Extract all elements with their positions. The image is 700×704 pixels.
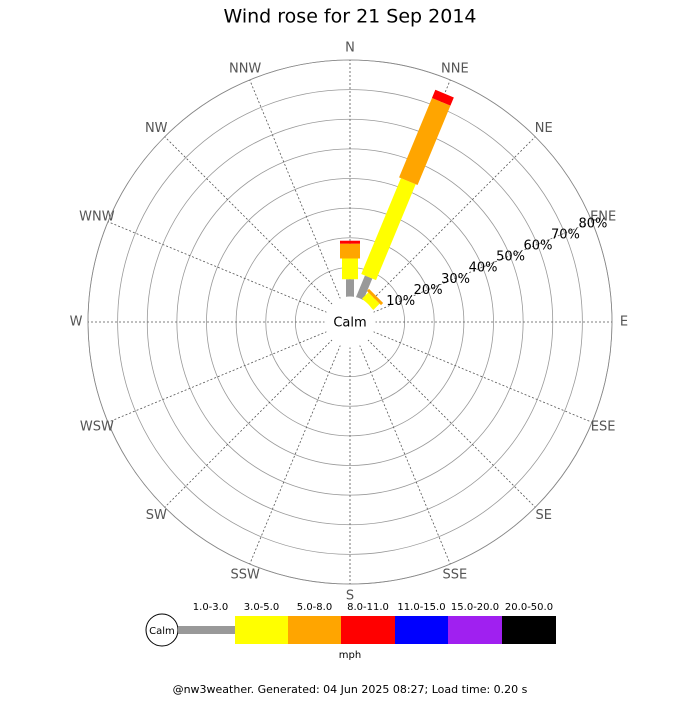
- legend-unit: mph: [339, 650, 361, 661]
- direction-label: SW: [146, 508, 167, 523]
- direction-label: ENE: [590, 210, 616, 225]
- calm-circle: [324, 296, 376, 348]
- legend-swatch: [502, 616, 556, 644]
- ring-label: 30%: [441, 272, 470, 287]
- direction-label: NNE: [441, 61, 469, 76]
- direction-label: NE: [535, 121, 553, 136]
- ring-label: 80%: [578, 216, 607, 231]
- bar-segment: [340, 240, 360, 244]
- bar-segment: [342, 258, 358, 280]
- bar-segment: [355, 275, 373, 301]
- direction-label: WSW: [80, 419, 114, 434]
- direction-label: NW: [145, 121, 168, 136]
- ring: [206, 178, 494, 466]
- direction-label: SSE: [442, 568, 467, 583]
- legend-label: 3.0-5.0: [244, 602, 279, 613]
- spoke: [164, 339, 333, 508]
- bar-segment: [340, 243, 360, 259]
- ring-label: 50%: [496, 250, 525, 265]
- ring-label: 40%: [469, 261, 498, 276]
- direction-label: SSW: [230, 568, 260, 583]
- legend-label: 15.0-20.0: [451, 602, 499, 613]
- spoke: [107, 221, 328, 313]
- calm-label: Calm: [333, 316, 366, 331]
- spoke: [249, 344, 341, 565]
- bar-segment: [431, 89, 454, 106]
- direction-label: ESE: [591, 419, 616, 434]
- spoke: [249, 79, 341, 300]
- legend-label: 5.0-8.0: [297, 602, 332, 613]
- legend-label: 8.0-11.0: [347, 602, 389, 613]
- ring-label: 10%: [386, 294, 415, 309]
- legend-swatch: [178, 626, 235, 634]
- direction-label: WNW: [79, 210, 115, 225]
- spoke: [367, 136, 536, 305]
- legend-label: 11.0-15.0: [397, 602, 445, 613]
- bar-segment: [362, 292, 380, 310]
- direction-label: W: [70, 315, 83, 330]
- ring: [265, 237, 435, 407]
- ring-label: 70%: [551, 227, 580, 242]
- direction-label: SE: [536, 508, 552, 523]
- bar-segment: [346, 279, 354, 297]
- legend-swatch: [341, 616, 395, 644]
- bar-segment: [361, 178, 416, 281]
- legend-label: 20.0-50.0: [505, 602, 553, 613]
- spoke: [372, 331, 593, 423]
- ring-label: 20%: [414, 283, 443, 298]
- legend-label: 1.0-3.0: [193, 602, 228, 613]
- bar-segment: [399, 98, 451, 186]
- ring-label: 60%: [524, 239, 553, 254]
- spoke: [107, 331, 328, 423]
- spoke: [164, 136, 333, 305]
- chart-title: Wind rose for 21 Sep 2014: [223, 6, 476, 28]
- legend-swatch: [235, 616, 288, 644]
- legend-swatch: [395, 616, 448, 644]
- spoke: [367, 339, 536, 508]
- ring: [117, 89, 583, 555]
- direction-label: E: [620, 315, 628, 330]
- bar-segment: [366, 288, 384, 306]
- spoke: [372, 221, 593, 313]
- direction-label: S: [346, 589, 354, 604]
- legend-swatch: [288, 616, 341, 644]
- legend-calm-label: Calm: [149, 626, 175, 637]
- legend-swatch: [448, 616, 502, 644]
- direction-label: NNW: [229, 61, 261, 76]
- footer: @nw3weather. Generated: 04 Jun 2025 08:2…: [173, 683, 528, 696]
- spoke: [359, 344, 451, 565]
- direction-label: N: [345, 41, 355, 56]
